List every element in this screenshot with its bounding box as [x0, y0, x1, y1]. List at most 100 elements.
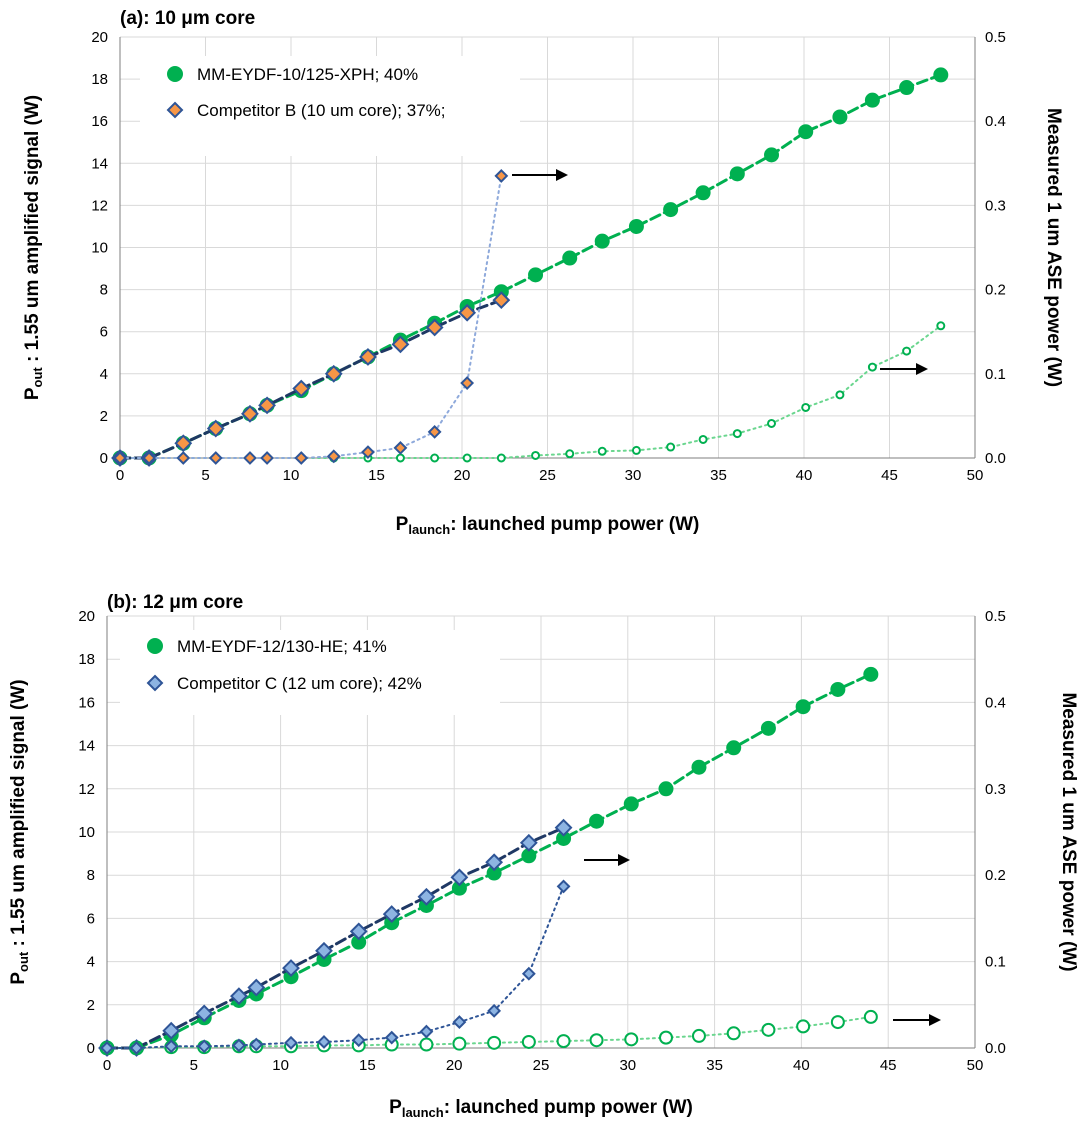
x-axis-label: Plaunch: launched pump power (W): [389, 1097, 693, 1120]
data-point: [760, 720, 776, 736]
data-point: [349, 922, 368, 941]
data-point: [528, 267, 544, 283]
arrow-head: [916, 363, 928, 375]
data-point: [902, 346, 912, 356]
chart-title: (b): 12 μm core: [107, 592, 243, 613]
data-point: [241, 404, 259, 423]
y-tick-label: 10: [91, 240, 108, 257]
y-tick-label: 8: [100, 282, 108, 299]
data-point: [628, 218, 644, 234]
data-point: [430, 453, 440, 463]
data-point: [384, 1030, 399, 1045]
data-point: [100, 1041, 114, 1055]
y-tick-label: 2: [100, 408, 108, 425]
data-point: [531, 450, 541, 460]
arrow-annotation: [512, 169, 568, 181]
data-point: [382, 905, 401, 923]
data-point: [164, 1039, 179, 1054]
data-point: [230, 987, 248, 1006]
legend-label: Competitor C (12 um core); 42%: [177, 674, 422, 693]
data-point: [249, 1037, 264, 1052]
chart-a: (a): 10 μm core 0 5 10 15 20 25 30 35 40 45 50 0 2 4 6 8…: [22, 8, 1064, 537]
data-point: [393, 440, 408, 455]
data-point: [556, 879, 571, 894]
data-point: [691, 1028, 706, 1043]
data-point: [294, 451, 309, 465]
legend-marker-circle: [167, 66, 183, 82]
data-point: [195, 1004, 214, 1023]
data-point: [326, 449, 341, 464]
data-point: [597, 446, 607, 456]
x-tick-label: 25: [533, 1057, 550, 1074]
y-tick-label: 0: [100, 450, 108, 467]
arrow-head: [929, 1014, 941, 1026]
data-point: [631, 445, 641, 455]
data-point: [796, 1019, 811, 1034]
data-point: [562, 250, 578, 266]
data-point: [486, 865, 502, 881]
data-point: [324, 364, 343, 383]
x-tick-label: 5: [190, 1057, 198, 1074]
series-4: [113, 169, 509, 465]
arrow-annotation: [880, 363, 928, 375]
y2-tick-label: 0.3: [985, 781, 1006, 798]
x-tick-label: 35: [710, 467, 727, 484]
data-point: [795, 699, 811, 715]
y2-tick-label: 0.4: [985, 113, 1006, 130]
y-tick-label: 18: [78, 651, 95, 668]
data-point: [864, 92, 880, 108]
data-point: [729, 166, 745, 182]
y-tick-label: 12: [78, 781, 95, 798]
data-point: [247, 978, 266, 997]
data-point: [624, 1032, 639, 1047]
data-point: [801, 402, 811, 412]
series-4: [100, 879, 571, 1055]
data-point: [589, 1033, 604, 1048]
data-point: [427, 424, 442, 439]
y-tick-label: 10: [78, 824, 95, 841]
series-line: [118, 298, 503, 460]
data-point: [658, 781, 674, 797]
series-2: [98, 818, 573, 1057]
data-point: [663, 202, 679, 218]
data-point: [832, 109, 848, 125]
data-point: [732, 429, 742, 439]
data-point: [232, 1038, 246, 1053]
x-tick-label: 20: [446, 1057, 463, 1074]
x-tick-label: 40: [796, 467, 813, 484]
arrow-annotation: [584, 854, 630, 866]
data-point: [284, 1035, 298, 1050]
data-point: [521, 1034, 536, 1049]
legend-box: [140, 56, 520, 156]
data-point: [361, 445, 375, 460]
x-tick-label: 30: [619, 1057, 636, 1074]
x-axis-label: Plaunch: launched pump power (W): [396, 514, 700, 537]
data-point: [391, 335, 410, 354]
data-point: [351, 934, 367, 950]
data-point: [863, 1009, 878, 1024]
data-point: [589, 813, 605, 829]
data-point: [487, 1035, 502, 1050]
data-point: [698, 434, 708, 444]
y-axis-label: Pout : 1.55 um amplified signal (W): [22, 95, 45, 400]
y-tick-label: 6: [87, 910, 95, 927]
y2-tick-label: 0.0: [985, 450, 1006, 467]
data-point: [830, 681, 846, 697]
y2-tick-label: 0.4: [985, 694, 1006, 711]
y-tick-label: 4: [100, 366, 108, 383]
x-tick-label: 35: [706, 1057, 723, 1074]
y2-tick-label: 0.5: [985, 608, 1006, 625]
data-point: [351, 1033, 366, 1048]
series-2: [111, 291, 511, 467]
data-point: [726, 740, 742, 756]
data-point: [556, 830, 572, 846]
data-point: [458, 303, 477, 322]
arrow-annotation: [893, 1014, 941, 1026]
arrow-head: [618, 854, 630, 866]
data-point: [260, 451, 274, 465]
x-tick-label: 5: [201, 467, 209, 484]
data-point: [933, 67, 949, 83]
data-point: [485, 853, 504, 872]
data-point: [452, 1015, 467, 1029]
